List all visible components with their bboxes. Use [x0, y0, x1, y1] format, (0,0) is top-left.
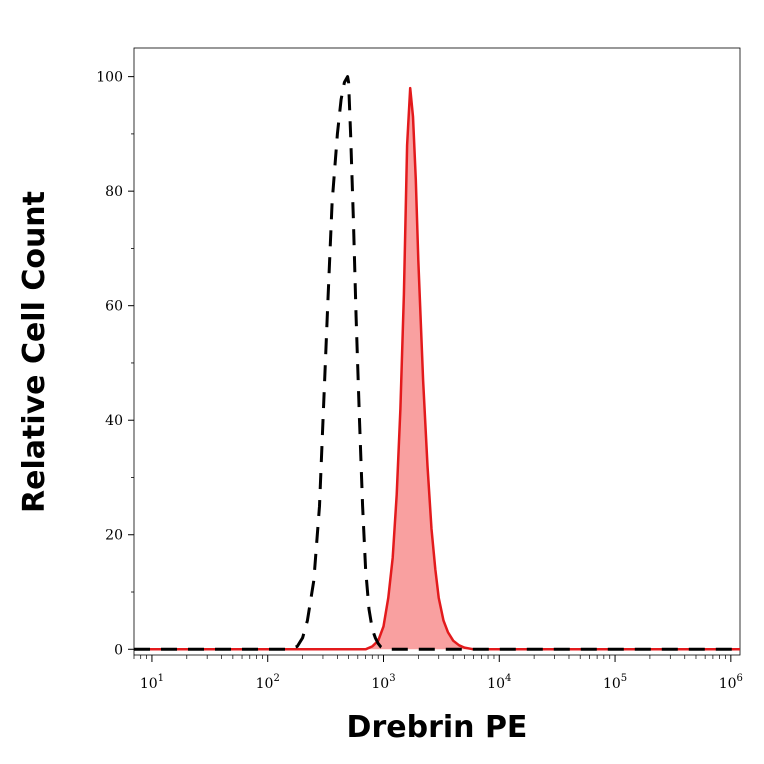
y-tick-label: 60 [105, 299, 123, 315]
y-axis-title: Relative Cell Count [17, 191, 52, 513]
x-tick-label: 102 [256, 673, 280, 692]
x-tick-label: 106 [719, 673, 743, 692]
control-histogram-line [134, 75, 740, 651]
y-tick-label: 40 [105, 413, 123, 429]
y-axis: 0 20 40 60 80 100 [96, 70, 134, 658]
x-tick-label: 101 [140, 673, 164, 692]
x-tick-label: 104 [487, 673, 511, 692]
y-tick-label: 80 [105, 184, 123, 200]
series-layer [134, 75, 740, 651]
y-tick-label: 20 [105, 528, 123, 544]
y-tick-label: 100 [96, 70, 123, 86]
stained-histogram-fill [134, 88, 740, 650]
x-axis: 101 102 103 104 105 106 [133, 655, 743, 692]
stained-histogram-line [134, 86, 740, 651]
x-axis-title: Drebrin PE [347, 710, 528, 745]
y-tick-label: 0 [114, 642, 123, 658]
x-tick-label: 103 [371, 673, 395, 692]
plot-frame [133, 47, 741, 656]
x-tick-label: 105 [603, 673, 627, 692]
